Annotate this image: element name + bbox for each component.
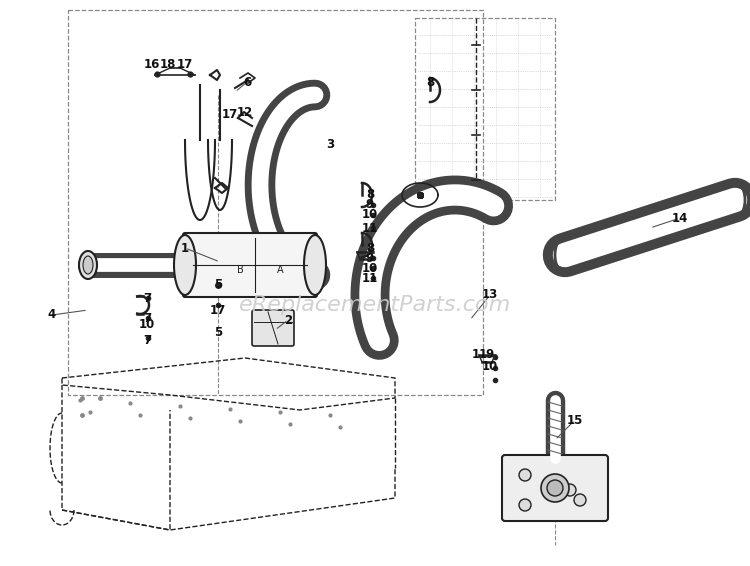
- Text: 9: 9: [486, 349, 494, 362]
- Ellipse shape: [174, 235, 196, 295]
- Text: 9: 9: [366, 251, 374, 264]
- Text: eReplacementParts.com: eReplacementParts.com: [238, 295, 512, 315]
- FancyBboxPatch shape: [183, 233, 317, 297]
- Text: 7: 7: [143, 291, 151, 305]
- Ellipse shape: [83, 256, 93, 274]
- Text: 8: 8: [426, 75, 434, 88]
- Text: 14: 14: [672, 212, 688, 225]
- Text: 6: 6: [243, 75, 251, 88]
- Circle shape: [519, 469, 531, 481]
- Text: 13: 13: [482, 289, 498, 302]
- Text: 18: 18: [160, 58, 176, 71]
- Text: 5: 5: [214, 327, 222, 340]
- Text: 16: 16: [144, 58, 160, 71]
- Text: 12: 12: [237, 105, 253, 118]
- Text: 17: 17: [177, 58, 194, 71]
- Circle shape: [574, 494, 586, 506]
- Text: 5: 5: [214, 278, 222, 291]
- Text: 2: 2: [284, 314, 292, 327]
- Text: B: B: [237, 265, 243, 275]
- Circle shape: [519, 499, 531, 511]
- Ellipse shape: [79, 251, 97, 279]
- Text: 3: 3: [326, 139, 334, 152]
- FancyBboxPatch shape: [502, 455, 608, 521]
- Text: A: A: [277, 265, 284, 275]
- Text: 4: 4: [48, 308, 56, 321]
- Text: 10: 10: [362, 208, 378, 221]
- Circle shape: [541, 474, 569, 502]
- Text: 9: 9: [366, 199, 374, 212]
- Text: 1: 1: [181, 242, 189, 255]
- Circle shape: [564, 484, 576, 496]
- Text: 7: 7: [143, 333, 151, 346]
- Text: 11: 11: [472, 349, 488, 362]
- Text: 8: 8: [366, 188, 374, 201]
- Text: 10: 10: [362, 261, 378, 275]
- Text: 17: 17: [210, 303, 226, 316]
- FancyBboxPatch shape: [252, 310, 294, 346]
- Text: 11: 11: [362, 272, 378, 285]
- Text: 15: 15: [567, 414, 584, 427]
- Text: 11: 11: [362, 221, 378, 234]
- Text: 10: 10: [482, 361, 498, 374]
- Text: 17: 17: [222, 109, 238, 122]
- Circle shape: [547, 480, 563, 496]
- Ellipse shape: [304, 235, 326, 295]
- Text: 10: 10: [139, 319, 155, 332]
- Text: 8: 8: [366, 242, 374, 255]
- Text: 7: 7: [143, 311, 151, 324]
